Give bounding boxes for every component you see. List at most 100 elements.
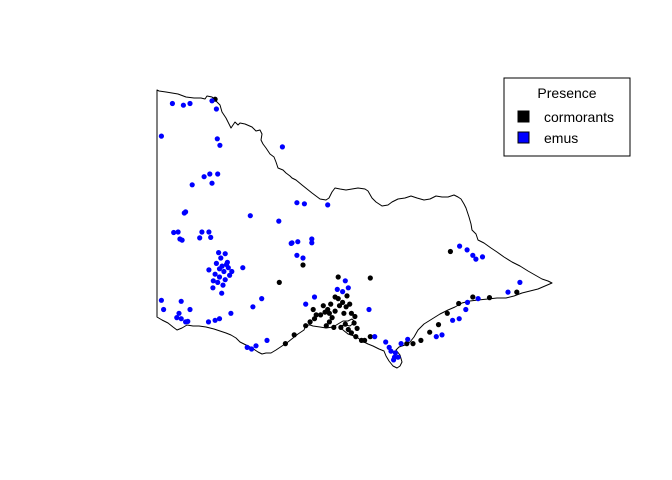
emus-point (463, 306, 469, 313)
cormorants-point (331, 324, 337, 330)
emus-point (171, 229, 177, 236)
emus-point (505, 289, 511, 295)
emus-point (208, 234, 214, 240)
emus-point (228, 310, 234, 316)
legend-swatch-emus (517, 131, 530, 144)
emus-point (366, 306, 372, 313)
cormorants-point (354, 325, 360, 331)
legend: Presence cormorants emus (503, 77, 631, 157)
cormorants-point (332, 294, 338, 300)
victoria-outline (156, 89, 553, 369)
cormorants-point (351, 320, 357, 326)
emus-point (395, 354, 401, 360)
emus-point (309, 236, 315, 242)
emus-point (301, 201, 307, 207)
emus-point (439, 332, 445, 338)
emus-point (212, 317, 218, 323)
cormorants-point (427, 329, 433, 335)
emus-point (189, 182, 195, 188)
emus-point (222, 251, 228, 257)
cormorants-point (322, 309, 328, 315)
emus-point (247, 213, 253, 219)
cormorants-point (514, 289, 520, 295)
cormorants-point (348, 330, 354, 336)
cormorants-point (367, 334, 373, 340)
emus-point (216, 274, 223, 280)
emus-point (181, 210, 187, 216)
emus-point (405, 336, 411, 342)
emus-point (249, 346, 255, 352)
emus-point (295, 239, 301, 245)
cormorants-point (320, 303, 326, 309)
emus-point (300, 255, 306, 261)
emus-point (216, 250, 222, 256)
cormorants-series (212, 96, 520, 347)
emus-point (392, 350, 398, 356)
emus-point (259, 296, 265, 302)
cormorants-point (470, 294, 476, 300)
cormorants-point (435, 322, 442, 328)
emus-point (250, 304, 256, 310)
cormorants-point (410, 341, 416, 347)
emus-point (216, 266, 223, 272)
emus-point (398, 341, 404, 347)
cormorants-point (345, 326, 351, 333)
emus-point (178, 316, 184, 322)
cormorants-point (444, 310, 450, 316)
emus-point (180, 102, 186, 108)
emus-point (169, 100, 175, 107)
cormorants-point (282, 341, 288, 347)
emus-point (276, 218, 282, 224)
emus-point (372, 334, 378, 340)
cormorants-point (311, 316, 318, 322)
emus-point (215, 279, 221, 285)
emus-point (207, 171, 213, 177)
emus-point (214, 136, 220, 142)
emus-point (450, 317, 456, 323)
emus-point (227, 272, 233, 278)
cormorants-point (326, 319, 332, 325)
emus-point (456, 316, 462, 322)
emus-point (457, 243, 463, 249)
emus-point (289, 240, 295, 246)
emus-point (229, 268, 235, 275)
emus-point (212, 271, 218, 277)
cormorants-point (300, 262, 306, 268)
legend-swatch-cormorants (517, 110, 530, 123)
emus-point (201, 174, 207, 180)
cormorants-point (336, 303, 343, 309)
emus-point (464, 299, 471, 305)
cormorants-point (367, 275, 373, 281)
emus-point (309, 240, 315, 246)
emus-point (187, 100, 193, 107)
cormorants-point (335, 274, 341, 280)
cormorants-point (486, 295, 493, 301)
cormorants-point (347, 301, 353, 307)
cormorants-point (338, 324, 344, 330)
emus-point (475, 296, 481, 302)
emus-point (342, 278, 348, 284)
emus-point (221, 268, 227, 275)
emus-point (161, 306, 167, 313)
emus-point (340, 289, 346, 295)
cormorants-point (344, 293, 350, 299)
emus-point (222, 277, 228, 283)
cormorants-point (404, 341, 410, 347)
emus-point (187, 306, 193, 313)
emus-point (209, 98, 215, 104)
emus-point (244, 344, 250, 350)
cormorants-point (303, 323, 309, 329)
emus-point (217, 142, 223, 148)
cormorants-point (276, 279, 282, 285)
emus-point (303, 301, 309, 307)
emus-point (279, 144, 285, 150)
emus-point (517, 279, 523, 285)
cormorants-point (418, 337, 424, 343)
legend-label-emus: emus (544, 130, 578, 146)
emus-point (223, 261, 230, 268)
emus-point (433, 334, 439, 340)
emus-point (218, 255, 224, 261)
emus-series (158, 98, 523, 363)
